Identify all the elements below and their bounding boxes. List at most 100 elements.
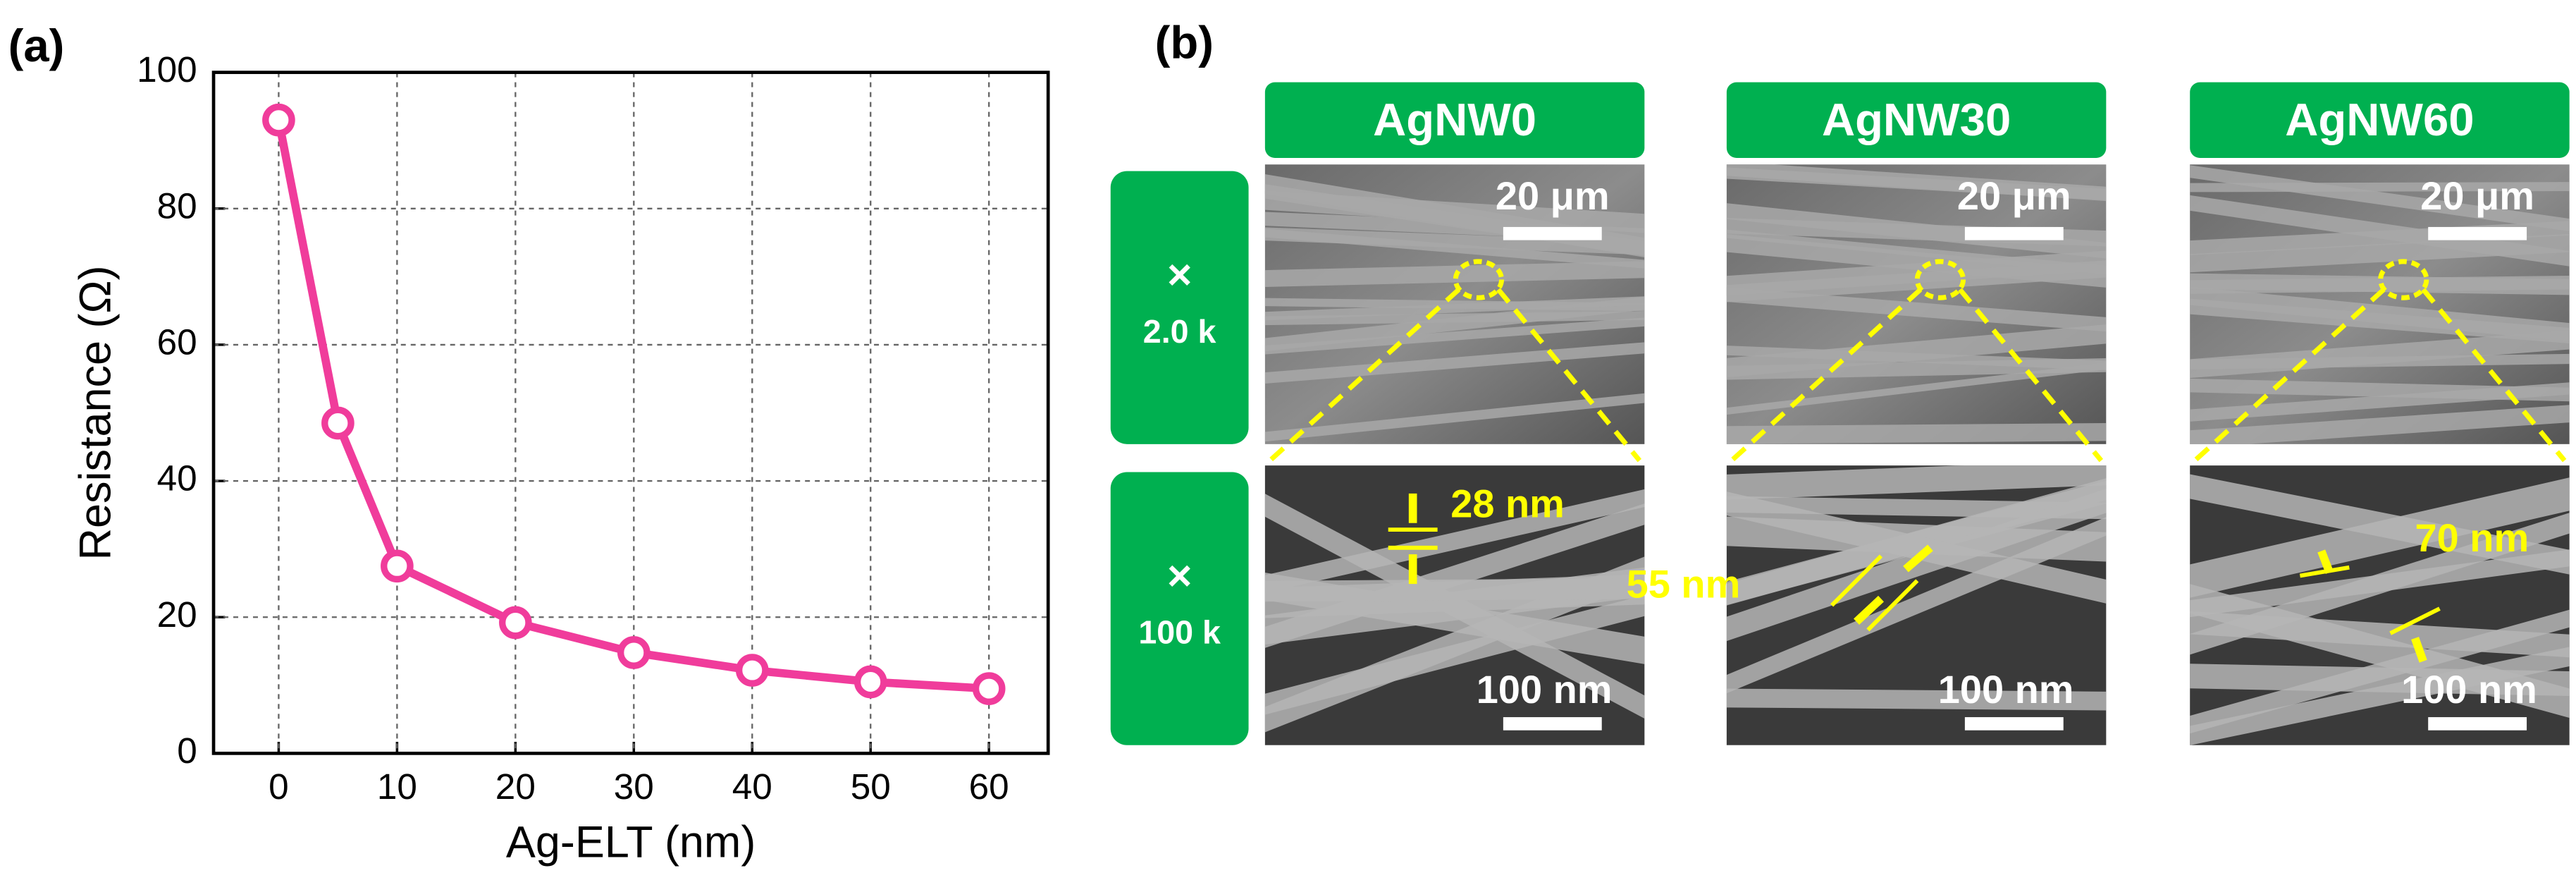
- fiber: [1726, 260, 2107, 302]
- fibers: [2190, 474, 2570, 745]
- zoom-line: [1730, 287, 1923, 463]
- fiber: [2190, 286, 2570, 342]
- fiber: [2190, 182, 2570, 192]
- column-header: AgNW0: [1373, 94, 1536, 145]
- fiber: [1726, 465, 2107, 500]
- fiber: [1726, 203, 2107, 259]
- fiber: [1264, 296, 1645, 321]
- fiber: [2190, 353, 2570, 370]
- fiber: [1264, 503, 1645, 648]
- data-point: [853, 665, 887, 699]
- zoom-circle: [2378, 259, 2429, 300]
- diameter-label: 70 nm: [2415, 515, 2529, 560]
- y-axis-label: Resistance (Ω): [70, 265, 120, 560]
- fibers: [1264, 489, 1645, 733]
- plot-frame: [211, 71, 1050, 755]
- x-tick-label: 30: [614, 766, 654, 807]
- scale-bar: [2428, 226, 2527, 240]
- y-tick-label: 80: [157, 185, 197, 226]
- row-label: 100 k: [1138, 614, 1221, 651]
- row-label-bg: [1110, 171, 1249, 444]
- measure-line: [2389, 606, 2441, 635]
- scale-bar: [1503, 226, 1602, 240]
- fiber: [1264, 228, 1645, 269]
- fiber: [1726, 362, 2107, 415]
- zoom-line: [2421, 288, 2567, 463]
- scale-bar: [2428, 717, 2527, 731]
- fiber: [2190, 378, 2570, 402]
- scale-bar-label: 100 nm: [1938, 667, 2074, 711]
- zoom-line: [1496, 288, 1642, 463]
- x-axis-label: Ag-ELT (nm): [506, 818, 756, 867]
- x-tick-label: 0: [269, 766, 289, 807]
- measure-line: [1830, 554, 1883, 607]
- y-tick-label: 20: [157, 594, 197, 635]
- zoom-line: [1958, 288, 2104, 463]
- column-header-bg: [1726, 82, 2107, 158]
- data-point: [381, 549, 414, 583]
- fiber: [1264, 311, 1645, 326]
- column-header: AgNW30: [1822, 94, 2011, 145]
- row-label-bg: [1110, 472, 1249, 745]
- row-label: 2.0 k: [1143, 313, 1216, 350]
- sem-image: [1264, 465, 1645, 745]
- fiber: [1264, 190, 1645, 233]
- fiber: [1726, 164, 2107, 202]
- fiber: [1726, 423, 2107, 444]
- fiber: [1264, 212, 1645, 243]
- measure-arrow: [1854, 595, 1884, 625]
- y-tick-label: 100: [137, 49, 197, 90]
- scale-bar-label: 100 nm: [2401, 667, 2537, 711]
- fiber: [1264, 317, 1645, 355]
- column-header-bg: [1264, 82, 1645, 158]
- data-point: [499, 606, 532, 640]
- row-label: ×: [1167, 250, 1192, 298]
- panel-label: (a): [8, 20, 65, 71]
- fiber: [2190, 273, 2570, 295]
- fiber: [1264, 578, 1645, 602]
- fiber: [1264, 342, 1645, 384]
- zoom-circle: [1914, 259, 1966, 300]
- data-point: [972, 672, 1006, 705]
- fiber: [2190, 474, 2570, 575]
- sem-image: [1726, 465, 2107, 745]
- fiber: [2190, 165, 2570, 231]
- fiber: [2190, 549, 2570, 618]
- fiber: [2190, 647, 2570, 745]
- fiber: [1264, 393, 1645, 442]
- panel-label: (b): [1155, 17, 1214, 68]
- data-point: [262, 103, 295, 137]
- y-tick-label: 0: [177, 731, 197, 771]
- x-tick-label: 20: [495, 766, 536, 807]
- sem-image: [2190, 465, 2570, 745]
- data-point: [735, 654, 769, 687]
- scale-bar-label: 20 μm: [1496, 173, 1610, 218]
- x-tick-label: 40: [732, 766, 772, 807]
- fiber: [1264, 296, 1645, 352]
- zoom-line: [2193, 287, 2386, 463]
- diameter-label: 55 nm: [1627, 562, 1741, 606]
- fiber: [2190, 195, 2570, 267]
- sem-image: [1264, 164, 1645, 444]
- measure-arrow: [2317, 549, 2334, 574]
- fiber: [1726, 346, 2107, 371]
- sem-image: [2190, 164, 2570, 444]
- data-point: [321, 406, 355, 440]
- measure-line: [1866, 579, 1919, 632]
- zoom-line: [1268, 287, 1461, 463]
- column-header-bg: [2190, 82, 2570, 158]
- fiber: [1726, 324, 2107, 378]
- data-point: [617, 636, 651, 669]
- column-header: AgNW60: [2285, 94, 2474, 145]
- measure-arrow: [2411, 637, 2427, 663]
- fibers: [2190, 165, 2570, 444]
- scale-bar: [1964, 226, 2064, 240]
- zoom-circle: [1453, 259, 1505, 300]
- diameter-label: 28 nm: [1450, 481, 1565, 525]
- fiber: [2190, 609, 2570, 734]
- fiber: [1726, 491, 2107, 604]
- scale-bar-label: 20 μm: [1957, 173, 2071, 218]
- measure-line: [2299, 565, 2350, 578]
